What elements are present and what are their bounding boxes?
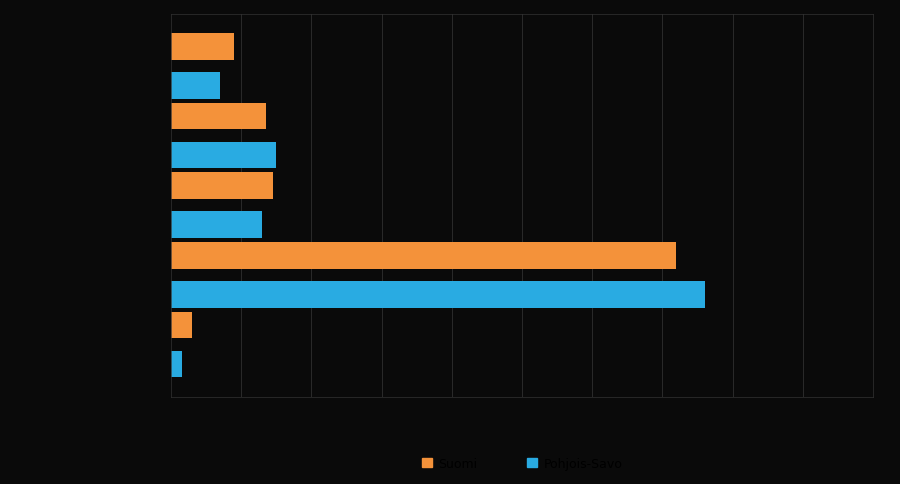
- Bar: [171, 142, 276, 169]
- Bar: [171, 282, 705, 308]
- Bar: [171, 312, 192, 338]
- Bar: [171, 351, 182, 378]
- Bar: [171, 173, 273, 199]
- Legend: Suomi, Pohjois-Savo: Suomi, Pohjois-Savo: [417, 452, 627, 475]
- Bar: [171, 212, 262, 239]
- Bar: [171, 104, 266, 130]
- Bar: [171, 34, 234, 60]
- Bar: [171, 73, 220, 99]
- Bar: [171, 242, 677, 269]
